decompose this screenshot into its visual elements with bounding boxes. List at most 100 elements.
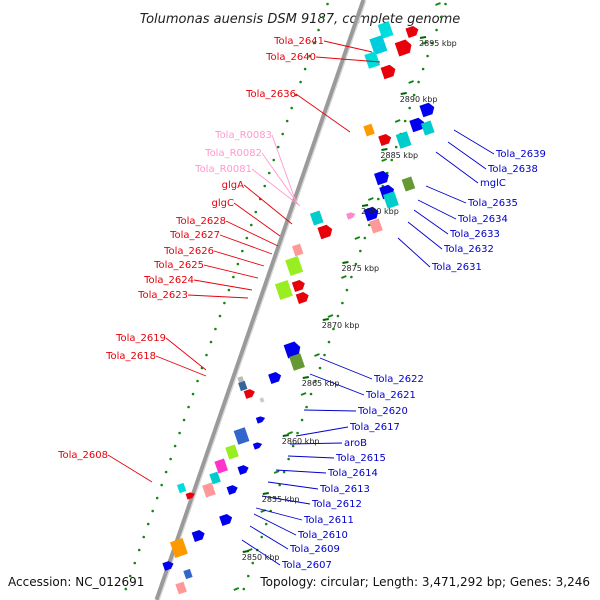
leader-line [251, 168, 301, 207]
ring-dot [232, 275, 235, 279]
leader-line [287, 455, 335, 459]
ring-dot [359, 249, 362, 253]
gene-box [225, 444, 239, 460]
ring-dot [267, 171, 271, 175]
ring-dot [173, 444, 177, 448]
gene-arrow [243, 389, 255, 399]
ring-dot [421, 67, 425, 71]
ring-dot [326, 2, 329, 6]
gene-label-tola_r0081: Tola_R0081 [194, 164, 252, 175]
gene-arrow [219, 513, 233, 527]
leader-line [447, 141, 487, 170]
leader-layer [107, 40, 495, 566]
ring-dash [421, 41, 428, 45]
ring-dot [336, 314, 340, 318]
ring-dot [308, 54, 311, 58]
tick-label: 2890 kbp [400, 95, 438, 104]
tick-mark [302, 376, 309, 379]
leader-line [253, 513, 297, 536]
leader-line [453, 129, 495, 155]
gene-arrow [268, 371, 282, 385]
tick-label: 2880 kbp [361, 207, 399, 216]
ring-dot [296, 431, 299, 435]
leader-line [155, 355, 207, 377]
ring-dot [264, 522, 268, 526]
ring-dot [251, 561, 255, 565]
ring-dot [299, 80, 302, 84]
ring-dot [260, 535, 264, 539]
ring-dot [241, 249, 244, 253]
gene-label-tola_2621: Tola_2621 [365, 390, 416, 401]
tick-mark [262, 492, 269, 495]
gene-arrow [317, 224, 333, 240]
gene-label-tola_2608: Tola_2608 [57, 450, 108, 461]
ring-dot [164, 470, 168, 474]
dotted-rings [124, 2, 447, 591]
gene-label-tola_2614: Tola_2614 [327, 468, 378, 479]
gene-label-tola_r0083: Tola_R0083 [214, 130, 272, 141]
leader-line [213, 250, 265, 267]
ring-dash [300, 392, 307, 396]
tick-mark [400, 92, 407, 95]
gene-label-tola_2636: Tola_2636 [245, 89, 296, 100]
ring-dot [250, 223, 253, 227]
tick-label: 2865 kbp [302, 379, 340, 388]
ring-dot [350, 275, 353, 279]
ring-dot [196, 379, 199, 383]
ring-dash [381, 158, 388, 162]
gene-label-tola_2617: Tola_2617 [349, 422, 400, 433]
gene-label-arob: aroB [344, 438, 367, 449]
ring-dot [236, 262, 240, 266]
ring-dot [142, 535, 146, 539]
backbone-highlight [158, 0, 367, 600]
leader-line [271, 134, 297, 203]
gene-label-tola_2624: Tola_2624 [143, 275, 194, 286]
ring-dot [430, 41, 434, 45]
ring-dot [368, 223, 371, 227]
ring-dot [263, 184, 267, 188]
gene-box [291, 243, 304, 257]
leader-line [243, 184, 293, 225]
ring-dash [233, 587, 240, 591]
ring-dot [205, 353, 208, 357]
leader-line [275, 469, 327, 474]
ring-dot [178, 431, 181, 435]
gene-label-tola_2625: Tola_2625 [153, 260, 204, 271]
leader-line [255, 507, 303, 521]
gene-box [369, 35, 388, 55]
gene-arrow [226, 485, 238, 495]
tick-label: 2885 kbp [380, 151, 418, 160]
gene-box [369, 218, 383, 234]
gene-label-tola_2610: Tola_2610 [297, 530, 348, 541]
map-title: Tolumonas auensis DSM 9187, complete gen… [140, 12, 461, 27]
leader-line [309, 373, 365, 396]
ring-dash [314, 353, 320, 357]
ring-dot [305, 405, 308, 409]
ring-dot [290, 106, 293, 110]
gene-box [175, 581, 187, 595]
gene-label-tola_r0082: Tola_R0082 [204, 148, 262, 159]
leader-line [417, 199, 457, 220]
ring-dash [435, 2, 441, 6]
gene-arrow [380, 64, 396, 80]
gene-box [383, 191, 399, 209]
gene-box [363, 123, 375, 137]
gene-label-tola_2615: Tola_2615 [335, 453, 386, 464]
gene-box [289, 353, 305, 371]
gene-arrow [191, 529, 205, 543]
gene-label-tola_2613: Tola_2613 [319, 484, 370, 495]
leader-line [261, 152, 299, 205]
gene-label-tola_2611: Tola_2611 [303, 515, 354, 526]
ring-dash [354, 236, 361, 240]
ring-dot [151, 509, 154, 513]
ring-dot [321, 15, 325, 19]
gene-arrow [185, 492, 195, 500]
leader-line [241, 539, 281, 566]
leader-line [295, 93, 351, 133]
leader-line [261, 495, 311, 505]
gene-box [420, 120, 435, 136]
gene-arrow [405, 25, 419, 39]
ring-dot [182, 418, 186, 422]
gene-box [183, 568, 193, 580]
